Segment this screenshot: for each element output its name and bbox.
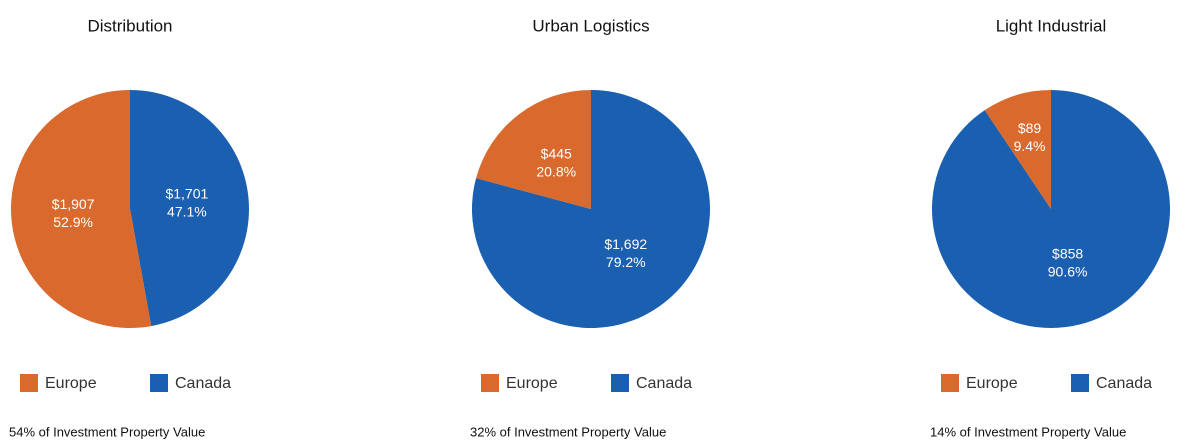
percent-label: 9.4% <box>1014 138 1046 154</box>
pie-slice <box>476 90 591 209</box>
legend-swatch <box>941 374 959 392</box>
footnote: 14% of Investment Property Value <box>930 424 1126 439</box>
percent-label: 47.1% <box>167 204 207 220</box>
legend-label: Canada <box>636 375 692 392</box>
chart-title: Distribution <box>87 16 172 35</box>
value-label: $1,701 <box>165 186 208 202</box>
pie-slice <box>130 90 250 327</box>
pie-slice <box>11 90 152 328</box>
chart-title: Light Industrial <box>996 16 1107 35</box>
value-label: $89 <box>1018 120 1042 136</box>
percent-label: 52.9% <box>53 214 93 230</box>
legend-label: Europe <box>45 375 97 392</box>
value-label: $1,907 <box>52 196 95 212</box>
legend-swatch <box>150 374 168 392</box>
value-label: $858 <box>1052 245 1083 261</box>
percent-label: 79.2% <box>606 254 646 270</box>
pie-slice <box>472 90 710 329</box>
footnote: 32% of Investment Property Value <box>470 424 666 439</box>
pie-slice <box>984 90 1051 209</box>
percent-label: 90.6% <box>1048 263 1088 279</box>
legend-label: Europe <box>506 375 558 392</box>
legend-swatch <box>611 374 629 392</box>
chart-title: Urban Logistics <box>532 16 649 35</box>
legend-label: Canada <box>175 375 231 392</box>
value-label: $445 <box>541 145 572 161</box>
legend-label: Canada <box>1096 375 1152 392</box>
legend-label: Europe <box>966 375 1018 392</box>
legend-swatch <box>1071 374 1089 392</box>
legend-swatch <box>481 374 499 392</box>
footnote: 54% of Investment Property Value <box>9 424 205 439</box>
value-label: $1,692 <box>604 236 647 252</box>
legend-swatch <box>20 374 38 392</box>
percent-label: 20.8% <box>536 163 576 179</box>
